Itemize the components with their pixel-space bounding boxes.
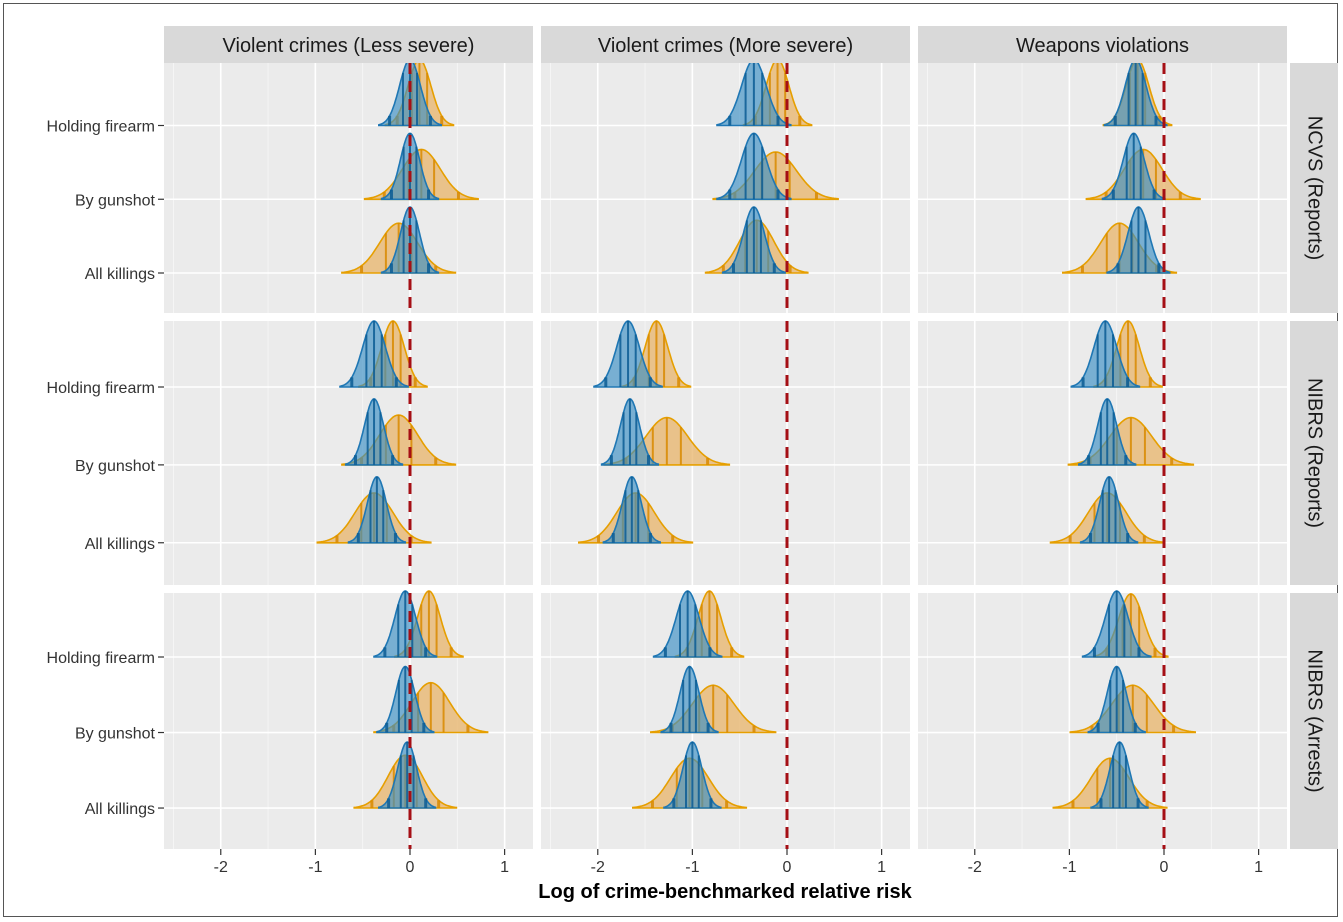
density-blue-r0-c1-k1 <box>716 132 792 201</box>
panel-r0-c1 <box>541 58 910 313</box>
x-tick-label-c2-3: 1 <box>1254 859 1263 876</box>
x-tick-label-c0-1: -1 <box>308 859 322 876</box>
panel-bg-r0-c1 <box>541 63 910 313</box>
x-tick-label-c0-0: -2 <box>214 859 228 876</box>
density-blue-r0-c0-k1 <box>380 132 440 201</box>
density-blue-r1-c2-k2 <box>1079 475 1139 544</box>
column-strip-label-2: Weapons violations <box>1016 35 1189 57</box>
density-blue-r0-c1-k0 <box>716 58 792 127</box>
column-strip-label-0: Violent crimes (Less severe) <box>223 35 475 57</box>
panel-bg-r2-c0 <box>164 593 533 849</box>
strips-layer: Violent crimes (Less severe) Violent crim… <box>164 26 1338 849</box>
y-tick-label-r0-k0: Holding firearm <box>47 119 155 136</box>
column-strip-label-1: Violent crimes (More severe) <box>598 35 853 57</box>
panels-layer <box>164 58 1287 849</box>
density-blue-r2-c2-k1 <box>1087 665 1146 734</box>
panel-bg-r0-c2 <box>918 63 1287 313</box>
y-tick-label-r1-k0: Holding firearm <box>47 380 155 397</box>
density-blue-r2-c0-k0 <box>373 590 438 658</box>
y-tick-label-r1-k2: All killings <box>85 536 155 553</box>
density-blue-r2-c1-k2 <box>663 741 722 809</box>
x-tick-label-c0-2: 0 <box>406 859 415 876</box>
density-blue-r2-c0-k1 <box>376 665 435 734</box>
y-tick-label-r2-k2: All killings <box>85 801 155 818</box>
row-strip-label-1: NIBRS (Reports) <box>1304 378 1326 528</box>
panel-bg-r0-c0 <box>164 63 533 313</box>
y-axis: Holding firearm By gunshot All killings Hol… <box>47 119 164 818</box>
x-tick-label-c1-3: 1 <box>877 859 886 876</box>
column-strip-2 <box>918 26 1287 63</box>
density-blue-r0-c2-k0 <box>1103 58 1168 127</box>
y-tick-label-r1-k1: By gunshot <box>75 458 156 475</box>
x-tick-label-c1-0: -2 <box>591 859 605 876</box>
row-strip-0 <box>1290 63 1338 313</box>
column-strip-1 <box>541 26 910 63</box>
panel-r0-c0 <box>164 58 533 313</box>
y-tick-label-r2-k0: Holding firearm <box>47 650 155 667</box>
density-blue-r2-c1-k0 <box>652 590 723 658</box>
x-tick-label-c2-1: -1 <box>1062 859 1076 876</box>
panel-bg-r1-c0 <box>164 321 533 585</box>
row-strip-label-0: NCVS (Reports) <box>1304 116 1326 260</box>
panel-r2-c0 <box>164 590 533 849</box>
row-strip-1 <box>1290 321 1338 585</box>
density-blue-r1-c0-k2 <box>347 475 407 544</box>
y-tick-label-r2-k1: By gunshot <box>75 726 156 743</box>
row-strip-2 <box>1290 593 1338 849</box>
density-blue-r1-c1-k2 <box>602 475 661 544</box>
panel-r1-c0 <box>164 320 533 585</box>
density-blue-r1-c0-k0 <box>339 320 409 388</box>
panel-r2-c1 <box>541 590 910 849</box>
density-blue-r1-c0-k1 <box>344 398 404 466</box>
density-blue-r0-c0-k2 <box>380 206 440 274</box>
panel-bg-r1-c1 <box>541 321 910 585</box>
density-blue-r2-c1-k1 <box>660 665 719 734</box>
density-blue-r2-c0-k2 <box>378 741 437 809</box>
density-blue-r0-c2-k2 <box>1106 206 1171 274</box>
y-tick-label-r0-k2: All killings <box>85 266 155 283</box>
density-blue-r2-c2-k0 <box>1081 590 1152 658</box>
panel-r1-c2 <box>918 320 1287 585</box>
column-strip-0 <box>164 26 533 63</box>
x-tick-label-c1-1: -1 <box>685 859 699 876</box>
x-tick-label-c2-2: 0 <box>1160 859 1169 876</box>
panel-r0-c2 <box>918 58 1287 313</box>
density-blue-r1-c2-k0 <box>1070 320 1141 388</box>
density-blue-r0-c1-k2 <box>721 206 786 274</box>
density-blue-r1-c2-k1 <box>1078 398 1137 466</box>
density-blue-r1-c1-k1 <box>600 398 660 466</box>
x-tick-label-c2-0: -2 <box>968 859 982 876</box>
panel-r1-c1 <box>541 320 910 585</box>
density-blue-r1-c1-k0 <box>593 320 663 388</box>
density-blue-r2-c2-k2 <box>1090 741 1149 809</box>
panel-r2-c2 <box>918 590 1287 849</box>
x-axis: -2 -1 0 1 -2 -1 0 1 -2 -1 0 1 <box>214 849 1263 876</box>
density-blue-r0-c2-k1 <box>1101 132 1166 201</box>
x-tick-label-c1-2: 0 <box>783 859 792 876</box>
y-tick-label-r0-k1: By gunshot <box>75 192 156 209</box>
x-axis-title: Log of crime-benchmarked relative risk <box>538 881 912 903</box>
x-tick-label-c0-3: 1 <box>500 859 509 876</box>
row-strip-label-2: NIBRS (Arrests) <box>1304 649 1326 792</box>
